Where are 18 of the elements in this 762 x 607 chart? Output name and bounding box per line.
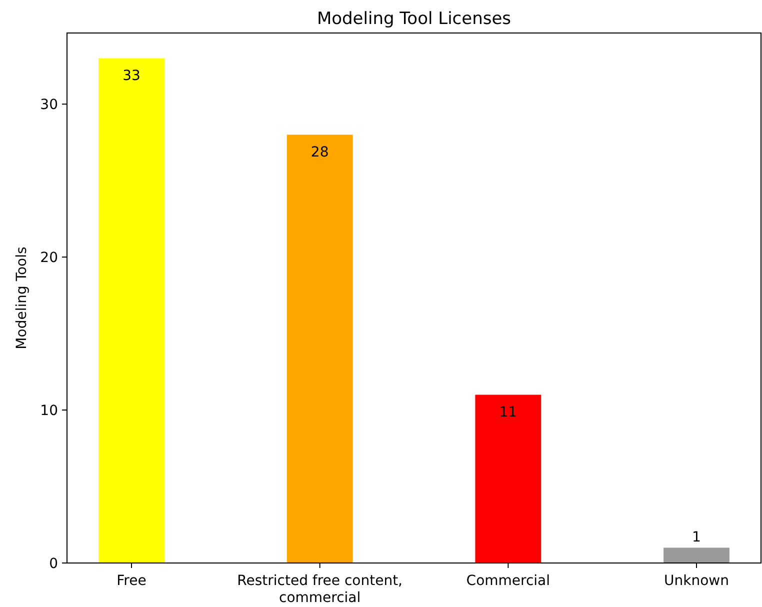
data-label: 28: [310, 144, 329, 161]
bar: [475, 394, 542, 563]
bar: [664, 548, 730, 563]
x-tick-label: Free: [116, 573, 146, 589]
x-tick-label: Commercial: [466, 573, 550, 589]
chart-title: Modeling Tool Licenses: [316, 9, 512, 29]
data-label: 1: [692, 530, 701, 546]
x-tick-label: Unknown: [664, 573, 729, 589]
y-tick-label: 30: [40, 97, 58, 114]
x-tick-label: Restricted free content, commercial: [237, 573, 403, 606]
bar: [286, 134, 353, 563]
y-tick-label: 0: [49, 556, 58, 572]
y-tick-label: 10: [40, 402, 58, 419]
y-axis-title: Modeling Tools: [14, 246, 30, 350]
data-label: 33: [122, 68, 140, 84]
data-label: 11: [499, 404, 518, 421]
bar: [98, 58, 164, 563]
y-tick-label: 20: [40, 250, 58, 266]
